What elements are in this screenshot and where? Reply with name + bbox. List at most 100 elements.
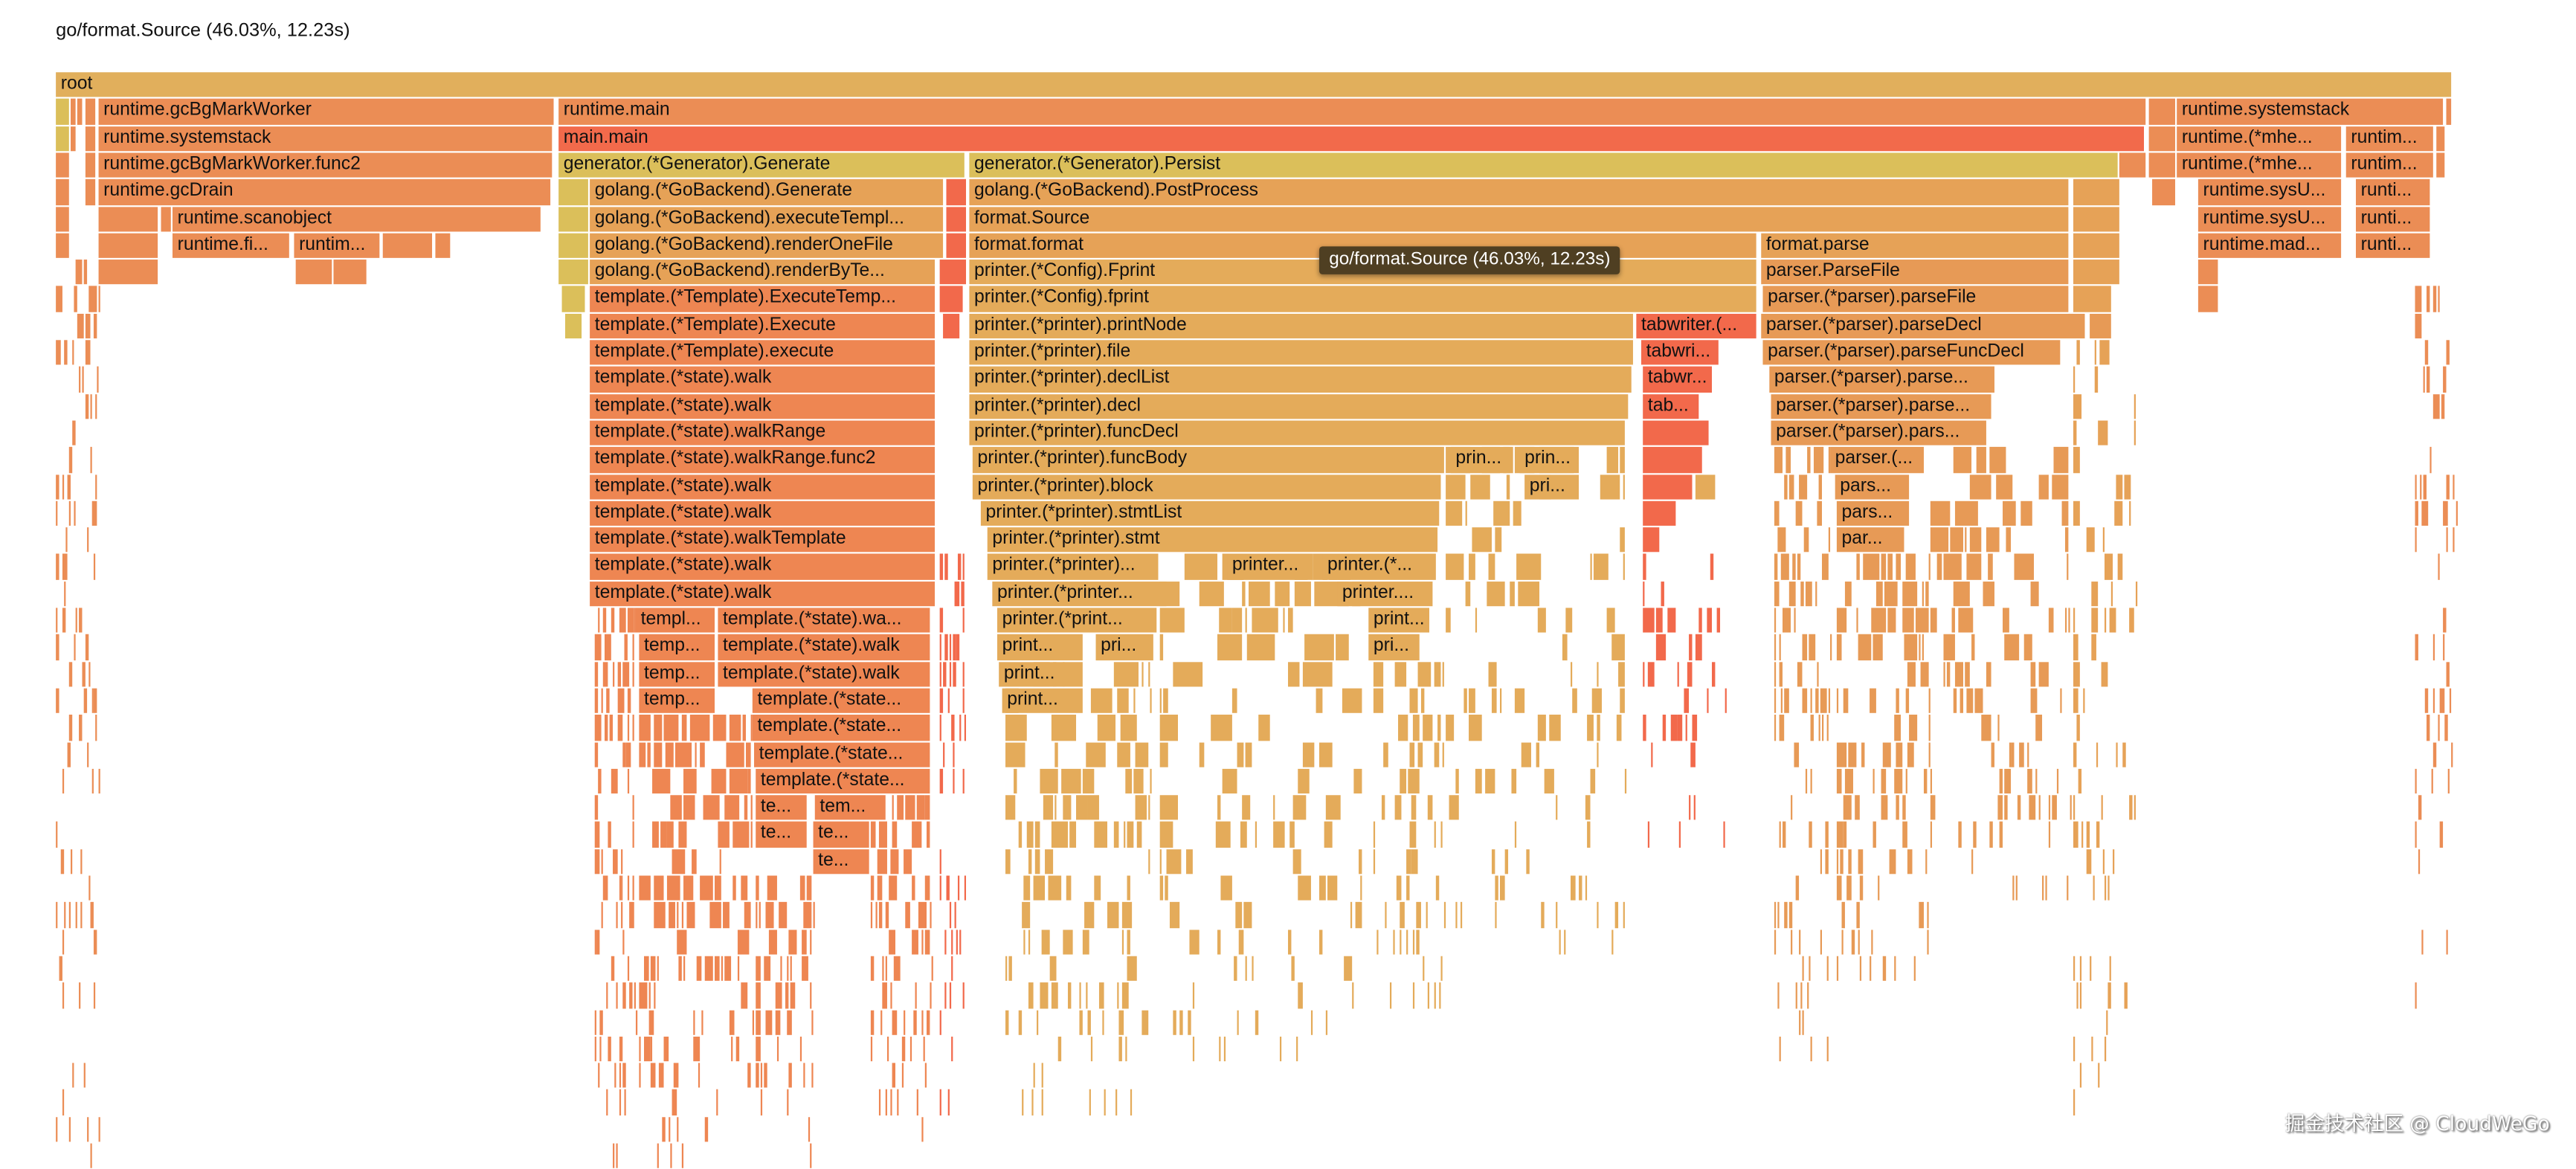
- flame-frame-sliver[interactable]: [1416, 902, 1421, 928]
- flame-frame-sliver[interactable]: [2004, 768, 2012, 794]
- flame-frame-sliver[interactable]: [620, 902, 622, 928]
- flame-frame-sliver[interactable]: [1446, 608, 1452, 634]
- flame-frame-sliver[interactable]: [1217, 929, 1221, 955]
- flame-frame-sliver[interactable]: [870, 956, 875, 982]
- flame-frame-sliver[interactable]: [1802, 634, 1808, 660]
- flame-frame-sliver[interactable]: [664, 715, 680, 741]
- flame-frame-sliver[interactable]: [2019, 741, 2023, 767]
- flame-frame-sliver[interactable]: [1861, 741, 1866, 767]
- flame-frame-sliver[interactable]: [1809, 822, 1812, 848]
- flame-frame-sliver[interactable]: [897, 795, 904, 821]
- flame-frame-sliver[interactable]: [2067, 608, 2070, 634]
- flame-frame-sliver[interactable]: [790, 956, 792, 982]
- flame-frame-sliver[interactable]: [2091, 634, 2097, 660]
- flame-frame-sliver[interactable]: [921, 1009, 923, 1035]
- flame-frame-sliver[interactable]: [1907, 661, 1916, 687]
- flame-frame-sliver[interactable]: [1643, 474, 1692, 500]
- flame-frame-sliver[interactable]: [1069, 822, 1076, 848]
- flame-frame-sliver[interactable]: [2029, 581, 2039, 607]
- flame-frame-sliver[interactable]: [62, 768, 64, 794]
- flame-frame-sliver[interactable]: [1188, 1009, 1191, 1035]
- flame-frame-sliver[interactable]: [68, 447, 73, 473]
- flame-frame-sliver[interactable]: [1643, 447, 1701, 473]
- flame-frame-sliver[interactable]: [564, 313, 581, 339]
- flame-frame-sliver[interactable]: [881, 956, 885, 982]
- flame-frame-sliver[interactable]: [1515, 688, 1524, 714]
- flame-frame-sliver[interactable]: [1851, 929, 1855, 955]
- flame-frame-sliver[interactable]: [1622, 474, 1626, 500]
- flame-frame-sliver[interactable]: [1888, 554, 1893, 580]
- flame-frame-sliver[interactable]: [68, 715, 72, 741]
- flame-frame-sliver[interactable]: [1005, 1009, 1008, 1035]
- flame-frame[interactable]: prin...: [1519, 447, 1580, 473]
- flame-frame-sliver[interactable]: [878, 1089, 881, 1115]
- flame-frame-sliver[interactable]: [2415, 527, 2418, 553]
- flame-frame-sliver[interactable]: [666, 741, 674, 767]
- flame-frame-sliver[interactable]: [1327, 875, 1337, 901]
- flame-frame-sliver[interactable]: [1115, 1089, 1117, 1115]
- flame-frame-sliver[interactable]: [1127, 929, 1131, 955]
- flame-frame-sliver[interactable]: [603, 661, 608, 687]
- flame-frame-sliver[interactable]: [2111, 581, 2113, 607]
- flame-frame-sliver[interactable]: [1797, 554, 1801, 580]
- flame-frame-sliver[interactable]: [1127, 956, 1137, 982]
- flame-frame-sliver[interactable]: [2015, 875, 2018, 901]
- flame-frame-sliver[interactable]: [1611, 929, 1614, 955]
- flame-frame-sliver[interactable]: [1036, 1009, 1038, 1035]
- flame-frame-sliver[interactable]: [86, 527, 88, 553]
- flame-frame[interactable]: printer.(*printer).file: [969, 340, 1634, 366]
- flame-frame-sliver[interactable]: [622, 982, 625, 1008]
- flame-frame-sliver[interactable]: [2424, 474, 2427, 500]
- flame-frame-sliver[interactable]: [1780, 688, 1783, 714]
- flame-frame-sliver[interactable]: [1902, 822, 1908, 848]
- flame-frame-sliver[interactable]: [614, 1063, 616, 1089]
- flame-frame-sliver[interactable]: [1661, 581, 1664, 607]
- flame-frame-sliver[interactable]: [663, 1116, 666, 1142]
- flame-frame-sliver[interactable]: [1468, 554, 1476, 580]
- flame-frame-sliver[interactable]: [1491, 848, 1495, 875]
- flame-frame-sliver[interactable]: [1789, 581, 1796, 607]
- flame-frame-sliver[interactable]: [75, 608, 77, 634]
- flame-frame-sliver[interactable]: [1896, 688, 1900, 714]
- flame-frame-sliver[interactable]: [1142, 1009, 1148, 1035]
- flame-frame-sliver[interactable]: [1238, 929, 1243, 955]
- flame-frame-sliver[interactable]: [1133, 768, 1144, 794]
- flame-frame-sliver[interactable]: [944, 634, 949, 660]
- flame-frame-sliver[interactable]: [939, 260, 965, 286]
- flame-frame-sliver[interactable]: [671, 848, 686, 875]
- flame-frame-sliver[interactable]: [1836, 608, 1847, 634]
- flame-frame-sliver[interactable]: [1643, 420, 1708, 446]
- flame-frame-sliver[interactable]: [1648, 822, 1651, 848]
- flame-frame-sliver[interactable]: [594, 715, 601, 741]
- flame-frame-sliver[interactable]: [677, 1116, 678, 1142]
- flame-frame-sliver[interactable]: [951, 1036, 953, 1062]
- flame-frame-sliver[interactable]: [1584, 875, 1587, 901]
- flame-frame[interactable]: pars...: [1836, 500, 1910, 526]
- flame-frame-sliver[interactable]: [1579, 875, 1582, 901]
- flame-frame-sliver[interactable]: [1159, 634, 1164, 660]
- flame-frame-sliver[interactable]: [56, 179, 68, 205]
- flame-frame-sliver[interactable]: [2038, 795, 2041, 821]
- flame-frame-sliver[interactable]: [1042, 795, 1052, 821]
- flame-frame-sliver[interactable]: [1352, 982, 1354, 1008]
- flame-frame-sliver[interactable]: [925, 795, 931, 821]
- flame-frame-sliver[interactable]: [1018, 1009, 1023, 1035]
- flame-frame-sliver[interactable]: [962, 768, 965, 794]
- flame-frame-sliver[interactable]: [1815, 581, 1817, 607]
- flame-frame-sliver[interactable]: [718, 848, 721, 875]
- flame-frame-sliver[interactable]: [1907, 848, 1913, 875]
- flame-frame-sliver[interactable]: [779, 902, 787, 928]
- flame-frame-sliver[interactable]: [1400, 768, 1406, 794]
- flame-frame-sliver[interactable]: [700, 875, 714, 901]
- flame-frame-sliver[interactable]: [2102, 527, 2105, 553]
- flame-frame-sliver[interactable]: [1590, 554, 1592, 580]
- flame-frame-sliver[interactable]: [1966, 554, 1982, 580]
- flame-frame-sliver[interactable]: [74, 500, 76, 526]
- flame-frame-sliver[interactable]: [2029, 795, 2035, 821]
- flame-frame-sliver[interactable]: [801, 956, 808, 982]
- flame-frame-sliver[interactable]: [683, 956, 685, 982]
- flame-frame-sliver[interactable]: [594, 688, 599, 714]
- flame-frame-sliver[interactable]: [625, 634, 628, 660]
- flame-frame-sliver[interactable]: [2092, 1036, 2094, 1062]
- flame-frame-sliver[interactable]: [1475, 768, 1482, 794]
